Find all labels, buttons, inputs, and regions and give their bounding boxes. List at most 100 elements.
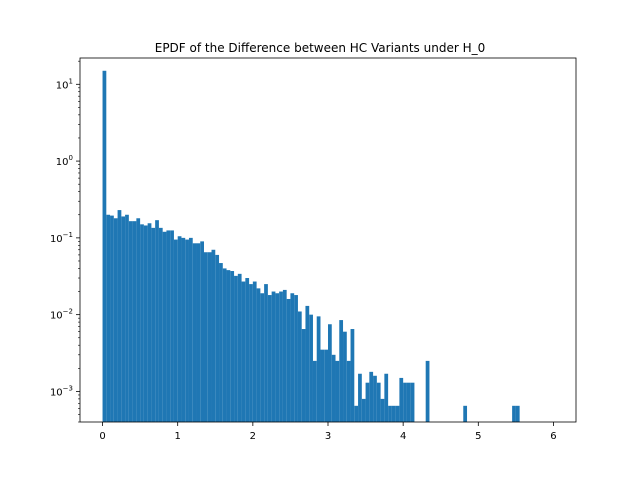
histogram-bar (301, 329, 306, 422)
histogram-bar (425, 360, 430, 422)
y-tick-label: 10−1 (50, 231, 73, 245)
histogram-bar (515, 405, 520, 422)
histogram-bar (399, 377, 404, 422)
histogram-bar (128, 221, 133, 422)
x-tick-label: 0 (99, 431, 105, 442)
histogram-bar (384, 373, 389, 422)
histogram-bar (358, 373, 362, 422)
histogram-bar (316, 316, 321, 422)
histogram-bar (173, 239, 178, 422)
histogram-bar (215, 254, 220, 422)
x-tick-label: 4 (400, 431, 406, 442)
histogram-bar (170, 230, 174, 422)
histogram-bar (406, 382, 411, 422)
histogram-bar (140, 224, 144, 422)
histogram-bar (324, 349, 328, 422)
x-tick-label: 1 (175, 431, 181, 442)
histogram-bar (155, 220, 159, 422)
histogram-bar (110, 215, 114, 422)
histogram-bar (151, 227, 156, 422)
histogram-bar (188, 237, 193, 422)
histogram-bar (463, 405, 468, 422)
histogram-bar (252, 281, 257, 422)
histogram-bar (106, 214, 111, 422)
histogram-bar (410, 382, 415, 422)
histogram-bar (388, 405, 392, 422)
histogram-bar (305, 305, 310, 422)
histogram-bar (376, 382, 381, 422)
histogram-bar (380, 398, 385, 422)
histogram-bar (121, 216, 126, 422)
histogram-bar (132, 221, 137, 422)
histogram-bar (147, 223, 152, 422)
histogram-bar (249, 284, 253, 422)
histogram-bar (200, 241, 204, 422)
histogram-bar (125, 214, 129, 422)
histogram-bar (256, 288, 261, 422)
histogram-bar (230, 271, 235, 422)
histogram-bar (185, 239, 189, 422)
histogram-bar (117, 210, 122, 422)
histogram-bars (102, 70, 520, 422)
histogram-bar (512, 405, 516, 422)
histogram-bar (279, 291, 283, 422)
histogram-bar (158, 227, 163, 422)
y-tick-label: 10−2 (50, 308, 73, 322)
histogram-bar (219, 263, 223, 422)
histogram-bar (102, 70, 107, 422)
histogram-bar (143, 225, 148, 422)
histogram-bar (237, 273, 242, 422)
histogram-bar (267, 295, 272, 422)
histogram-bar (177, 236, 182, 422)
histogram-bar (331, 354, 336, 422)
histogram-bar (241, 281, 246, 422)
x-tick-label: 2 (250, 431, 256, 442)
histogram-bar (395, 405, 400, 422)
y-tick-label: 101 (56, 77, 73, 91)
y-axis: 10−3 10−2 10−1 100 101 (50, 60, 80, 423)
histogram-bar (286, 298, 291, 422)
histogram-bar (271, 291, 276, 422)
plot-frame (79, 57, 577, 423)
chart-title: EPDF of the Difference between HC Varian… (155, 41, 486, 55)
histogram-bar (403, 382, 407, 422)
x-tick-label: 5 (475, 431, 481, 442)
histogram-bar (207, 252, 212, 422)
histogram-bar (361, 398, 366, 422)
y-tick-label: 100 (56, 154, 73, 168)
histogram-bar (260, 293, 265, 422)
histogram-bar (282, 289, 287, 422)
histogram-bar (365, 382, 370, 422)
histogram-bar (328, 324, 332, 422)
histogram-bar (339, 320, 344, 422)
histogram-bar (204, 252, 208, 422)
histogram-bar (294, 295, 298, 422)
histogram-bar (354, 405, 359, 422)
histogram-bar (275, 293, 280, 422)
histogram-bar (290, 293, 295, 422)
histogram-bar (245, 278, 250, 422)
histogram-bar (391, 405, 396, 422)
x-tick-label: 6 (550, 431, 556, 442)
histogram-bar (320, 349, 325, 422)
histogram-bar (312, 360, 317, 422)
histogram-bar (196, 243, 201, 422)
histogram-bar (166, 230, 171, 422)
histogram-bar (309, 314, 313, 422)
histogram-bar (346, 360, 351, 422)
histogram-bar (297, 311, 302, 422)
histogram-bar (192, 243, 197, 422)
y-tick-label: 10−3 (50, 384, 73, 398)
histogram-bar (211, 249, 216, 422)
histogram-bar (113, 218, 118, 422)
histogram-bar (350, 329, 355, 422)
x-tick-label: 3 (325, 431, 331, 442)
histogram-bar (369, 371, 374, 422)
histogram-bar (343, 331, 347, 422)
histogram-bar (373, 375, 377, 422)
histogram-bar (181, 237, 186, 422)
histogram-bar (234, 275, 238, 422)
histogram-bar (335, 360, 340, 422)
histogram-bar (222, 268, 227, 422)
